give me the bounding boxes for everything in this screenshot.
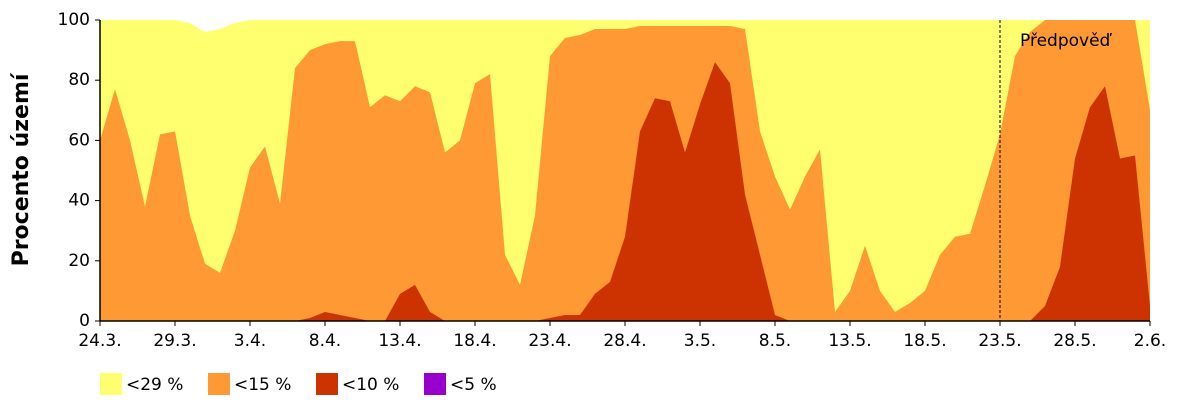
x-tick-label: 18.5. [903,331,946,351]
legend-label: <5 % [450,375,497,395]
x-tick-label: 8.5. [759,331,791,351]
annotation: Předpověď [1020,31,1113,51]
legend-label: <10 % [342,375,399,395]
legend-swatch [424,373,446,395]
y-tick-label: 20 [68,251,90,271]
legend-swatch [208,373,230,395]
y-axis-label: Procento území [9,72,34,266]
x-tick-label: 13.4. [378,331,421,351]
y-tick-label: 40 [68,191,90,211]
x-tick-label: 3.4. [234,331,266,351]
legend-swatch [316,373,338,395]
x-tick-label: 8.4. [309,331,341,351]
y-tick-label: 80 [68,70,90,90]
x-tick-label: 28.4. [603,331,646,351]
x-tick-label: 29.3. [153,331,196,351]
x-tick-label: 23.4. [528,331,571,351]
x-tick-label: 2.6. [1134,331,1166,351]
x-tick-label: 24.3. [78,331,121,351]
x-tick-label: 3.5. [684,331,716,351]
y-tick-label: 60 [68,130,90,150]
x-tick-label: 18.4. [453,331,496,351]
legend-swatch [100,373,122,395]
y-tick-label: 100 [58,10,90,30]
area [100,62,1150,321]
legend-label: <29 % [126,375,183,395]
legend-label: <15 % [234,375,291,395]
x-tick-label: 23.5. [978,331,1021,351]
area [100,20,1150,321]
x-tick-label: 13.5. [828,331,871,351]
y-tick-label: 0 [79,311,90,331]
x-tick-label: 28.5. [1053,331,1096,351]
